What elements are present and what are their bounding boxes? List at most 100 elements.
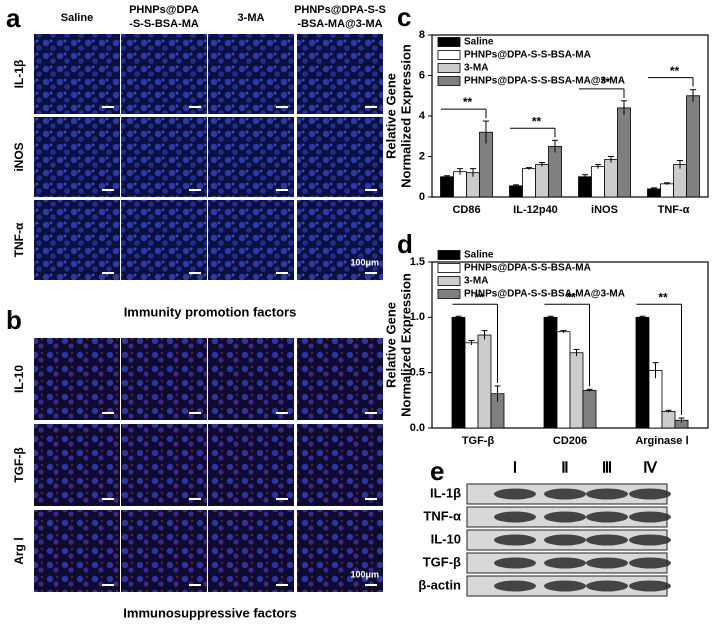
bar (543, 316, 558, 429)
lane-label: Ⅳ (643, 460, 658, 476)
row-label: Arg Ⅰ (12, 537, 26, 565)
micrograph (208, 117, 294, 197)
micrograph (208, 510, 294, 592)
panel-label: d (397, 229, 413, 259)
micrograph (34, 117, 120, 197)
bar (451, 316, 466, 429)
bar (578, 176, 592, 198)
micrograph (208, 34, 294, 114)
blot-label: β-actin (418, 577, 461, 592)
micrograph (297, 200, 383, 280)
column-header: PHNPs@DPA (129, 4, 199, 16)
bar (569, 352, 584, 429)
blot-band (544, 534, 586, 546)
panel-label: c (397, 2, 411, 32)
micrograph (121, 338, 207, 420)
bar (635, 316, 650, 429)
legend-label: PHNPs@DPA-S-S-BSA-MA (464, 263, 591, 274)
bar (509, 185, 523, 198)
legend-swatch (437, 276, 461, 286)
micrograph (34, 338, 120, 420)
y-tick-label: 8 (419, 29, 425, 41)
legend-label: 3-MA (464, 276, 488, 287)
significance-label: ** (532, 114, 542, 128)
bar (647, 188, 661, 198)
blot-band (629, 580, 671, 592)
bar (661, 410, 676, 429)
panel-label: a (6, 3, 21, 33)
micrograph (208, 424, 294, 506)
blot-band (586, 534, 628, 546)
blot-band (629, 511, 671, 523)
bar (464, 342, 479, 429)
scale-label: 100μm (350, 257, 379, 267)
legend-swatch (437, 76, 461, 86)
row-label: TGF-β (12, 447, 26, 482)
blot-band (629, 488, 671, 500)
row-label: iNOS (12, 142, 26, 171)
micrograph (121, 424, 207, 506)
x-tick-label: TNF-α (658, 204, 690, 216)
legend-label: PHNPs@DPA-S-S-BSA-MA@3-MA (464, 289, 625, 300)
bar (453, 171, 467, 198)
y-tick-label: 0.0 (410, 422, 425, 434)
micrograph (121, 34, 207, 114)
y-tick-label: 0.5 (410, 367, 425, 379)
legend-label: Saline (464, 37, 494, 48)
blot-label: IL-10 (431, 531, 461, 546)
bar (582, 389, 597, 429)
significance-label: ** (463, 95, 473, 109)
micrograph (34, 424, 120, 506)
x-tick-label: iNOS (591, 204, 618, 216)
caption: Immunosuppressive factors (123, 605, 296, 620)
bar (617, 107, 631, 198)
micrograph (121, 510, 207, 592)
row-label: TNF-α (12, 222, 26, 257)
legend-swatch (437, 263, 461, 273)
micrograph (297, 424, 383, 506)
blot-band (586, 511, 628, 523)
panel-label: b (6, 305, 22, 335)
column-header: -BSA-MA@3-MA (297, 18, 382, 30)
lane-label: Ⅲ (602, 460, 612, 476)
y-tick-label: 4 (419, 110, 426, 122)
blot-band (494, 557, 536, 569)
x-tick-label: CD86 (452, 204, 480, 216)
micrograph (34, 200, 120, 280)
micrograph (297, 34, 383, 114)
micrograph (208, 200, 294, 280)
micrograph (34, 34, 120, 114)
blot-band (544, 580, 586, 592)
significance-label: ** (601, 75, 611, 89)
bar (686, 95, 700, 198)
lane-label: Ⅱ (561, 460, 568, 476)
bar (648, 370, 663, 429)
significance-label: ** (566, 290, 576, 304)
blot-band (544, 557, 586, 569)
scale-label: 100μm (350, 569, 379, 579)
blot-band (629, 557, 671, 569)
bar (477, 334, 492, 429)
legend-swatch (437, 63, 461, 73)
x-tick-label: CD206 (553, 435, 587, 447)
bar (522, 168, 536, 198)
legend-swatch (437, 50, 461, 60)
bar (440, 176, 454, 198)
blot-band (629, 534, 671, 546)
y-axis-label: Normalized Expression (398, 44, 413, 188)
y-axis-label: Relative Gene (383, 73, 398, 159)
micrograph (121, 117, 207, 197)
bar (591, 166, 605, 198)
caption: Immunity promotion factors (124, 304, 297, 319)
micrograph (297, 510, 383, 592)
blot-label: TNF-α (423, 508, 461, 523)
blot-band (586, 557, 628, 569)
blot-band (544, 511, 586, 523)
column-header: 3-MA (238, 12, 265, 24)
micrograph (297, 117, 383, 197)
lane-label: Ⅰ (513, 460, 517, 476)
legend-label: 3-MA (464, 63, 488, 74)
significance-label: ** (658, 290, 668, 304)
legend-label: PHNPs@DPA-S-S-BSA-MA@3-MA (464, 76, 625, 87)
